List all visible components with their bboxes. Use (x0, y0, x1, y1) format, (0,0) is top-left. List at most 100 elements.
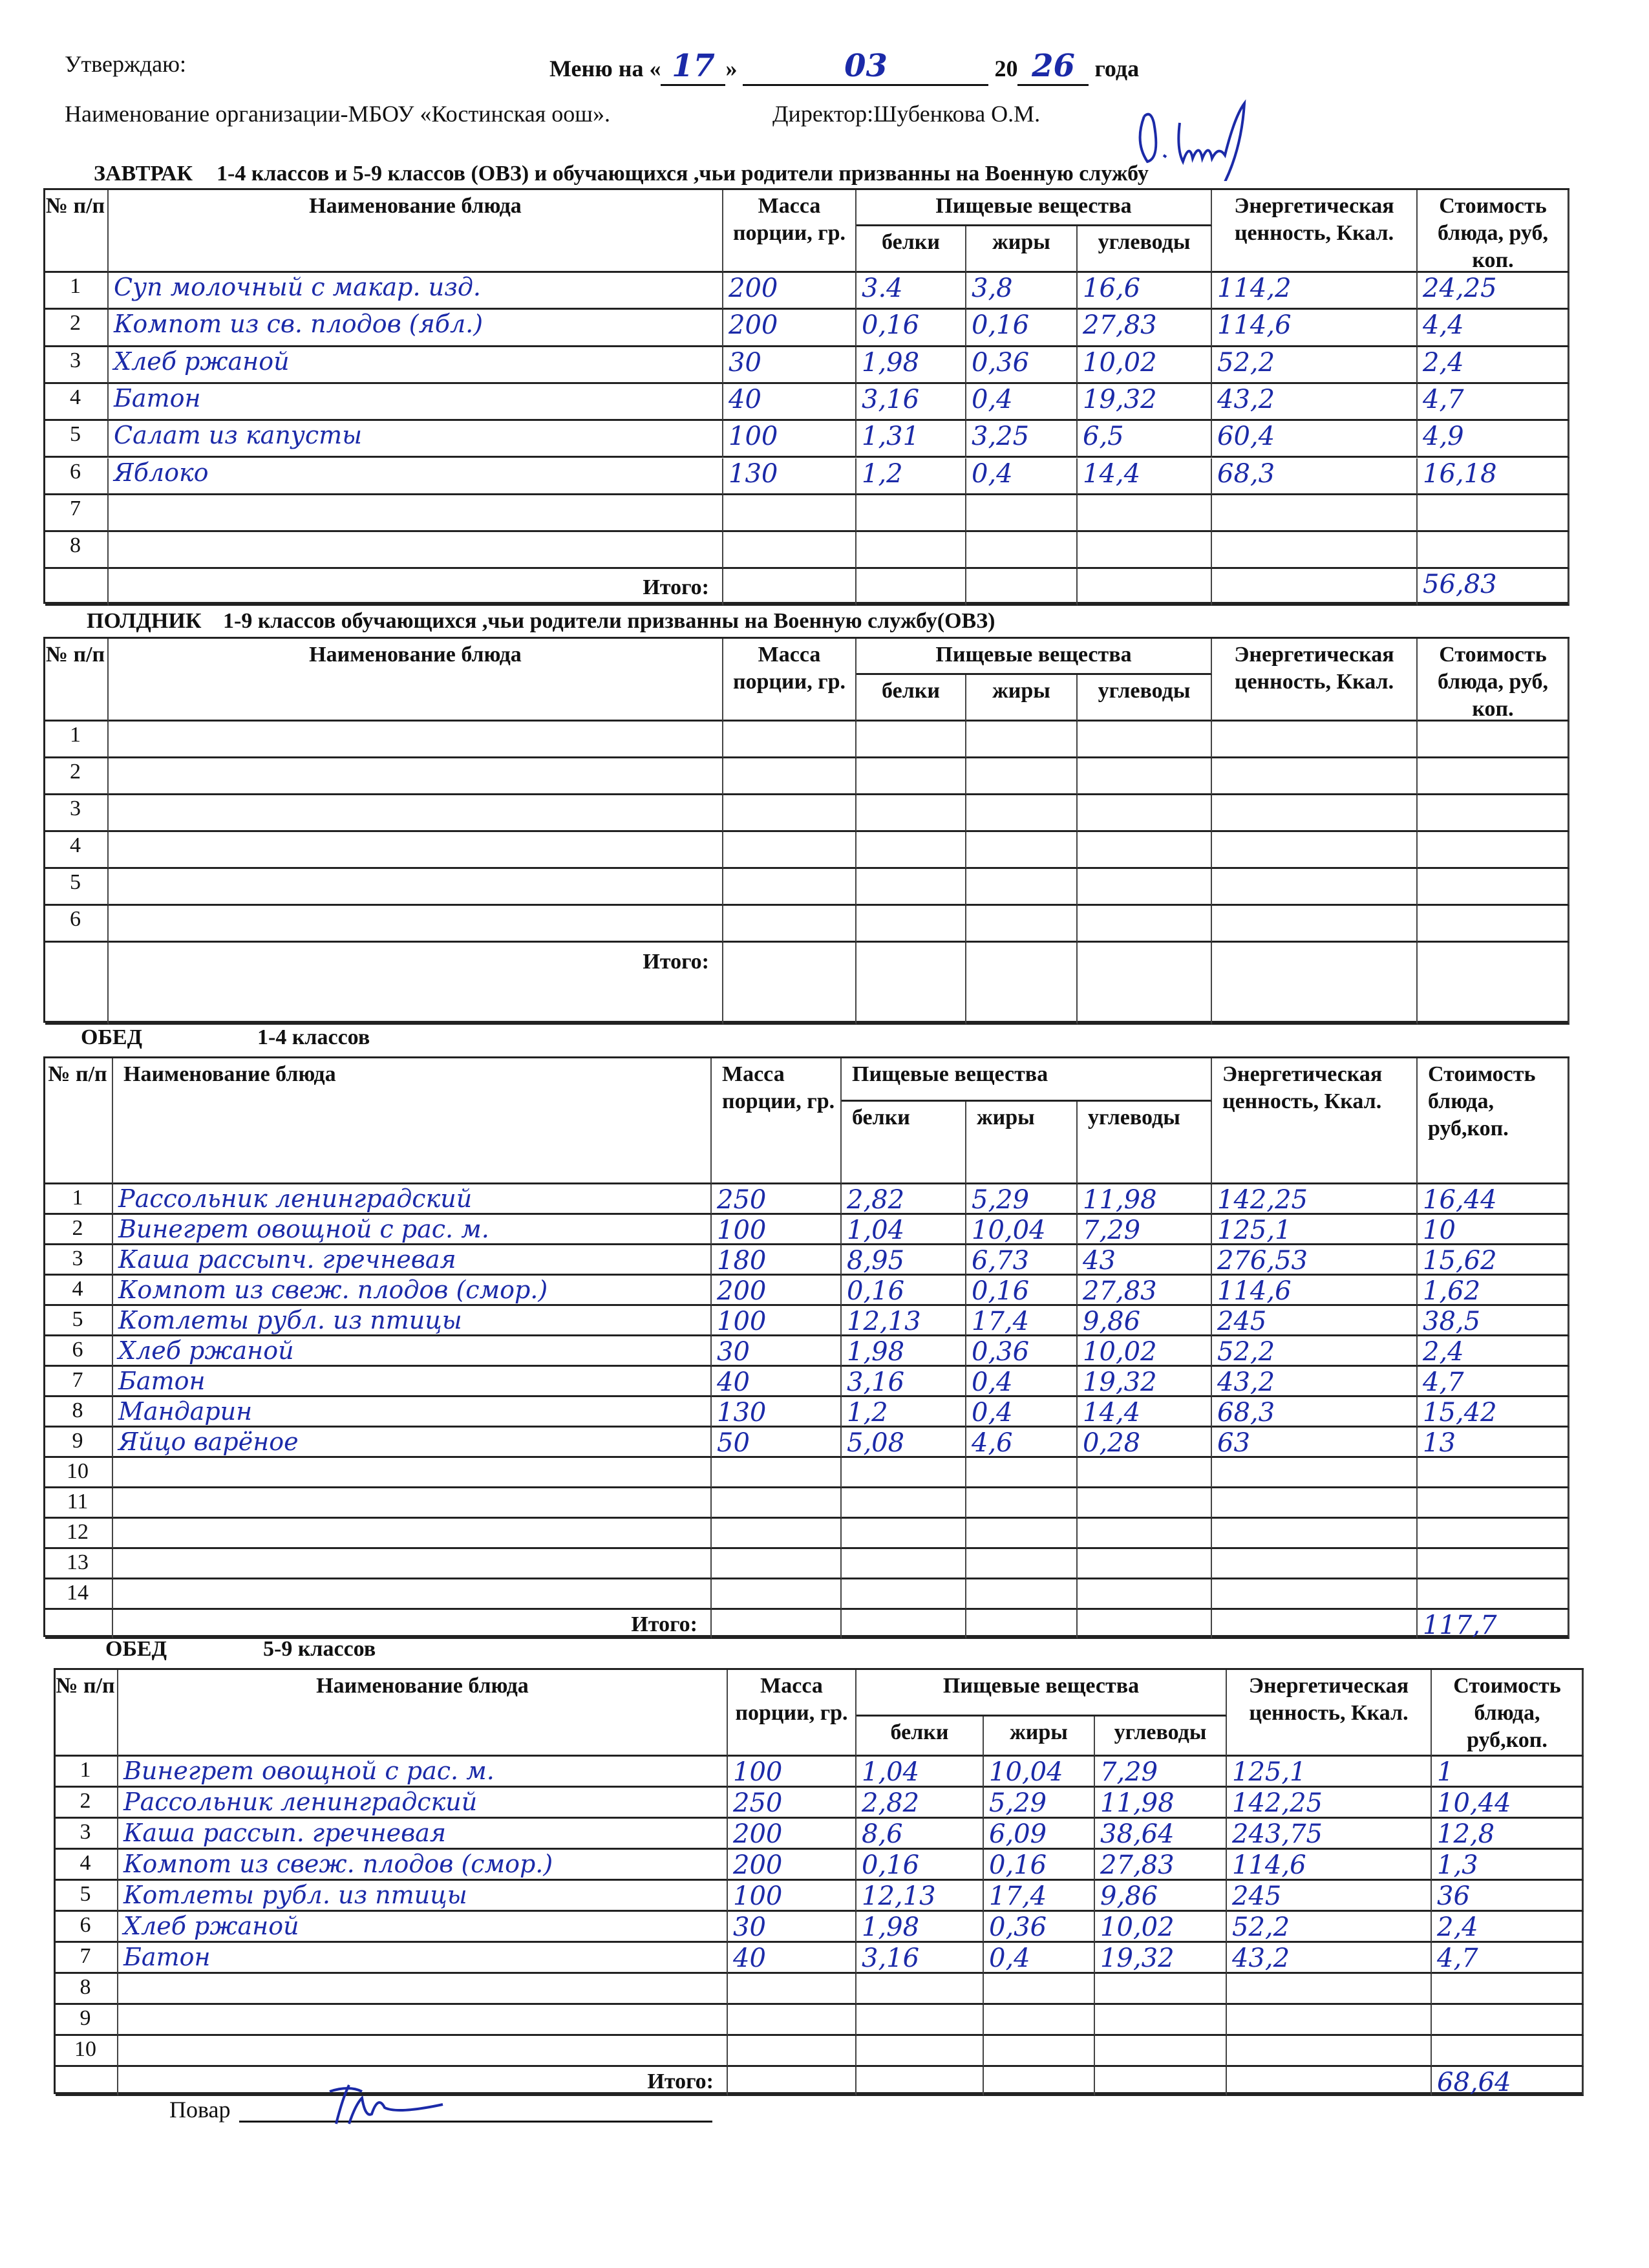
cell-carbs: 10,02 (1095, 1912, 1227, 1943)
section-title: ОБЕД (81, 1025, 142, 1049)
cell-energy (1212, 1458, 1418, 1488)
cell-cost (1418, 495, 1569, 533)
cell-cost (1418, 1549, 1569, 1579)
cell-name: Компот из св. плодов (ябл.) (109, 310, 723, 347)
menu-table: № п/п Наименование блюда Масса порции, гр.… (43, 637, 1569, 1025)
cell-carbs: 38,64 (1095, 1819, 1227, 1850)
cell-protein (842, 1579, 966, 1610)
cell-protein: 2,82 (856, 1788, 984, 1819)
column-header-energy: Энергетическая ценность, Ккал. (1227, 1670, 1432, 1757)
cell-fat (966, 1458, 1078, 1488)
cell-cost: 1,3 (1432, 1850, 1584, 1881)
cell-cost: 2,4 (1432, 1912, 1584, 1943)
cell-name (113, 1549, 712, 1579)
total-cost: 68,64 (1432, 2067, 1584, 2097)
cell-name: Компот из свеж. плодов (смор.) (113, 1276, 712, 1306)
cell-num: 7 (43, 495, 109, 533)
total-num-cell (45, 943, 109, 1025)
total-empty-cell (723, 569, 856, 606)
cell-num: 14 (43, 1579, 113, 1610)
cell-fat: 10,04 (984, 1757, 1095, 1788)
cell-protein: 12,13 (842, 1306, 966, 1336)
cell-protein (856, 722, 966, 758)
column-header-fat: жиры (966, 1102, 1078, 1184)
cell-name (109, 495, 723, 533)
cell-carbs (1078, 1488, 1212, 1519)
cell-mass (723, 495, 856, 533)
cell-mass: 180 (712, 1245, 842, 1276)
cell-energy (1212, 869, 1418, 906)
cell-carbs: 19,32 (1078, 383, 1212, 422)
cell-name (109, 869, 723, 906)
section-title: ПОЛДНИК (87, 609, 202, 633)
cell-num: 11 (43, 1488, 113, 1519)
cell-mass (723, 532, 856, 570)
cell-num: 1 (43, 1184, 113, 1215)
cell-fat: 0,4 (984, 1943, 1095, 1974)
cell-carbs: 9,86 (1095, 1881, 1227, 1912)
cell-energy: 245 (1212, 1306, 1418, 1336)
cell-mass: 200 (723, 273, 856, 310)
cell-energy (1212, 1488, 1418, 1519)
cell-num: 8 (43, 532, 109, 570)
cell-name: Котлеты рубл. из птицы (113, 1306, 712, 1336)
cell-num: 6 (43, 458, 109, 495)
cell-carbs (1078, 1549, 1212, 1579)
cell-carbs (1095, 2005, 1227, 2036)
cell-fat: 0,36 (966, 1336, 1078, 1367)
cell-protein: 12,13 (856, 1881, 984, 1912)
cell-protein: 1,2 (842, 1397, 966, 1428)
cell-name: Салат из капусты (109, 421, 723, 458)
cell-carbs: 27,83 (1078, 310, 1212, 347)
column-header-nutrients: Пищевые вещества (856, 1670, 1227, 1717)
cell-cost: 10 (1418, 1215, 1569, 1245)
section-subtitle: 1-4 классов и 5-9 классов (ОВЗ) и обучаю… (217, 162, 1149, 186)
cell-cost: 12,8 (1432, 1819, 1584, 1850)
approve-label: Утверждаю: (65, 51, 187, 77)
cell-protein: 2,82 (842, 1184, 966, 1215)
cell-fat: 4,6 (966, 1428, 1078, 1458)
column-header-energy: Энергетическая ценность, Ккал. (1212, 639, 1418, 722)
total-cost (1418, 943, 1569, 1025)
cell-mass: 50 (712, 1428, 842, 1458)
column-header-nutrients: Пищевые вещества (856, 639, 1212, 675)
cell-carbs: 7,29 (1078, 1215, 1212, 1245)
cell-num: 10 (43, 1458, 113, 1488)
cell-fat (984, 1974, 1095, 2005)
cell-fat (966, 906, 1078, 943)
cell-mass (728, 2036, 856, 2067)
cell-num: 5 (43, 1306, 113, 1336)
cell-energy (1212, 532, 1418, 570)
total-label: Итого: (118, 2067, 728, 2096)
cell-mass: 200 (728, 1819, 856, 1850)
cell-mass: 100 (712, 1306, 842, 1336)
cell-energy: 68,3 (1212, 458, 1418, 495)
cell-mass: 100 (723, 421, 856, 458)
column-header-carbs: углеводы (1078, 1102, 1212, 1184)
cell-energy (1227, 2036, 1432, 2067)
cell-protein: 1,98 (856, 1912, 984, 1943)
cell-num: 9 (54, 2005, 118, 2036)
total-empty-cell (1212, 943, 1418, 1025)
cell-carbs (1078, 832, 1212, 869)
cell-mass (723, 795, 856, 832)
column-header-protein: белки (856, 675, 966, 722)
menu-for-label: Меню на (549, 56, 644, 81)
cell-cost: 4,4 (1418, 310, 1569, 347)
cell-carbs (1078, 869, 1212, 906)
cell-mass (723, 906, 856, 943)
cell-energy: 243,75 (1227, 1819, 1432, 1850)
cell-num: 1 (43, 722, 109, 758)
cell-num: 3 (54, 1819, 118, 1850)
cell-energy: 125,1 (1227, 1757, 1432, 1788)
cell-name (118, 2036, 728, 2067)
column-header-cost: Стоимость блюда, руб, коп. (1418, 639, 1569, 722)
cell-cost (1418, 1488, 1569, 1519)
cell-protein (856, 1974, 984, 2005)
total-empty-cell (1078, 1610, 1212, 1639)
cell-energy: 63 (1212, 1428, 1418, 1458)
cell-protein (856, 495, 966, 533)
total-cost: 117,7 (1418, 1610, 1569, 1640)
cell-num: 4 (43, 383, 109, 422)
cell-cost (1418, 832, 1569, 869)
